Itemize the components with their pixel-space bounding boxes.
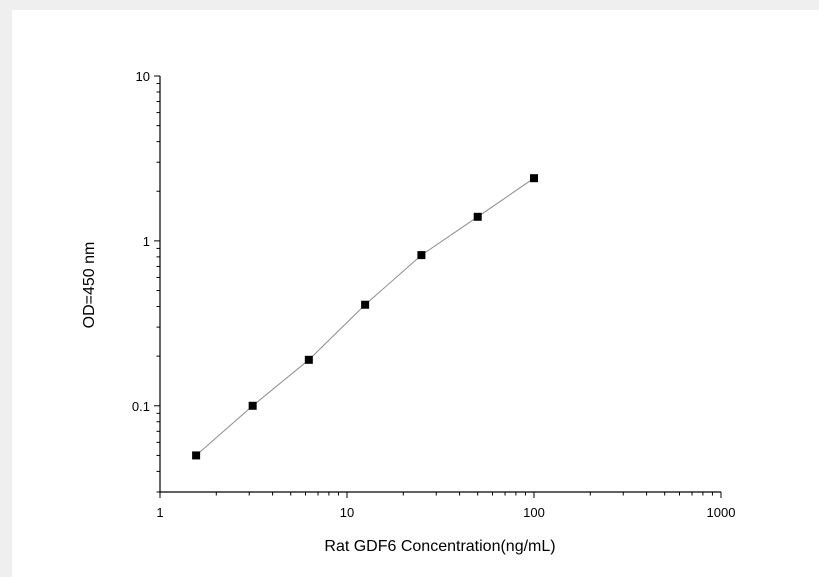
plot-panel (12, 10, 819, 577)
data-point (473, 212, 482, 221)
axes: 1 10 100 1000 0.1 1 10 (132, 69, 736, 520)
y-tick-label: 1 (143, 234, 150, 249)
data-point (417, 251, 426, 260)
data-point (361, 300, 370, 309)
x-tick-label: 10 (340, 505, 354, 520)
x-tick-label: 100 (523, 505, 545, 520)
x-axis-title: Rat GDF6 Concentration(ng/mL) (324, 538, 555, 555)
data-point (530, 174, 538, 183)
y-tick-label: 10 (136, 69, 150, 84)
data-point (304, 355, 313, 364)
data-point (248, 401, 257, 410)
data-point (192, 451, 201, 460)
x-tick-label: 1 (156, 505, 163, 520)
data-points-layer (192, 174, 538, 460)
x-tick-label: 1000 (707, 505, 736, 520)
y-tick-label: 0.1 (132, 399, 150, 414)
y-axis-title: OD=450 nm (81, 242, 98, 329)
